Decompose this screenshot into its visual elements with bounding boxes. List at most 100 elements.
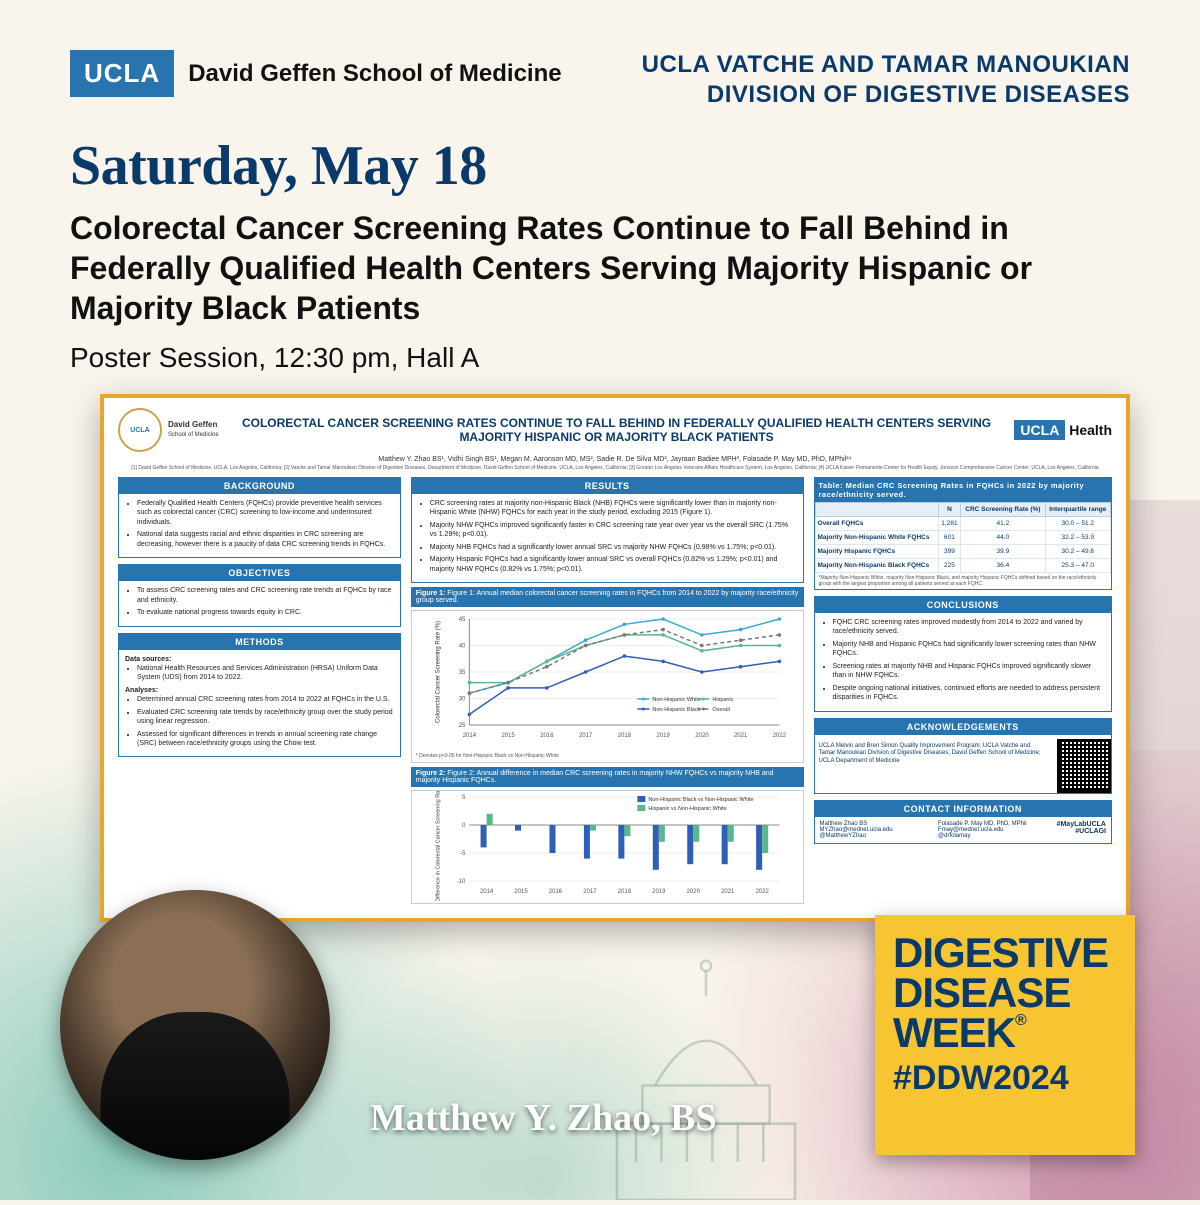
- svg-text:40: 40: [458, 644, 465, 650]
- svg-text:25: 25: [458, 723, 465, 729]
- svg-text:2020: 2020: [686, 889, 700, 895]
- contact-person: Folasade P. May MD, PhD, MPhil Fmay@medn…: [938, 821, 1051, 839]
- svg-text:Non-Hispanic Black vs Non-Hisp: Non-Hispanic Black vs Non-Hispanic White: [648, 797, 753, 803]
- result-item: Majority Hispanic FQHCs had a significan…: [430, 555, 797, 574]
- svg-text:35: 35: [458, 670, 465, 676]
- poster-affiliations: [1] David Geffen School of Medicine, UCL…: [118, 465, 1112, 471]
- background-heading: BACKGROUND: [119, 478, 400, 494]
- objectives-heading: OBJECTIVES: [119, 565, 400, 581]
- school-name: David Geffen School of Medicine: [188, 60, 561, 88]
- ack-heading: ACKNOWLEDGEMENTS: [815, 719, 1111, 735]
- figure1-caption: Figure 1: Figure 1: Annual median colore…: [411, 587, 804, 607]
- conclusions-heading: CONCLUSIONS: [815, 597, 1111, 613]
- method-item: National Health Resources and Services A…: [137, 664, 394, 683]
- svg-text:-5: -5: [460, 851, 466, 857]
- svg-text:2022: 2022: [772, 733, 786, 739]
- poster-seal-left: UCLA David GeffenSchool of Medicine: [118, 408, 219, 452]
- objective-item: To evaluate national progress towards eq…: [137, 608, 394, 617]
- division-line1: UCLA VATCHE AND TAMAR MANOUKIAN: [642, 50, 1130, 80]
- poster-title: COLORECTAL CANCER SCREENING RATES CONTIN…: [229, 416, 1005, 445]
- svg-text:5: 5: [462, 795, 466, 801]
- ddw-line: DISEASE: [893, 973, 1117, 1013]
- results-heading: RESULTS: [412, 478, 803, 494]
- svg-text:2014: 2014: [480, 889, 494, 895]
- table-heading: Table: Median CRC Screening Rates in FQH…: [815, 478, 1111, 502]
- svg-text:-10: -10: [456, 879, 465, 885]
- conclusion-item: FQHC CRC screening rates improved modest…: [833, 618, 1105, 637]
- ack-text: UCLA Melvin and Bren Simon Quality Impro…: [815, 739, 1051, 793]
- ucla-health-logo: UCLA Health: [1014, 422, 1112, 438]
- ucla-seal-icon: UCLA: [118, 408, 162, 452]
- poster: UCLA David GeffenSchool of Medicine COLO…: [100, 394, 1130, 922]
- svg-text:Non-Hispanic White: Non-Hispanic White: [652, 697, 701, 703]
- contact-hashtags: #MayLabUCLA #UCLAGI: [1057, 821, 1106, 839]
- event-date: Saturday, May 18: [70, 134, 1130, 198]
- result-item: Majority NHW FQHCs improved significantl…: [430, 521, 797, 540]
- poster-col-middle: RESULTS CRC screening rates at majority …: [411, 477, 804, 904]
- ddw-line: WEEK®: [893, 1013, 1117, 1053]
- table-note: *Majority Non-Hispanic White, majority N…: [815, 573, 1111, 589]
- qr-code-icon: [1057, 739, 1111, 793]
- svg-text:2022: 2022: [755, 889, 769, 895]
- svg-text:2017: 2017: [583, 889, 597, 895]
- division-name: UCLA VATCHE AND TAMAR MANOUKIAN DIVISION…: [642, 50, 1130, 110]
- result-item: CRC screening rates at majority non-Hisp…: [430, 499, 797, 518]
- conclusion-item: Majority NHB and Hispanic FQHCs had sign…: [833, 640, 1105, 659]
- figure2-caption: Figure 2: Figure 2: Annual difference in…: [411, 767, 804, 787]
- svg-text:2015: 2015: [501, 733, 515, 739]
- ucla-logo: UCLA David Geffen School of Medicine: [70, 50, 562, 97]
- method-item: Assessed for significant differences in …: [137, 730, 394, 749]
- poster-col-right: Table: Median CRC Screening Rates in FQH…: [814, 477, 1112, 904]
- svg-text:2018: 2018: [617, 889, 631, 895]
- svg-text:2019: 2019: [656, 733, 670, 739]
- method-item: Determined annual CRC screening rates fr…: [137, 695, 394, 704]
- background-capitol-dome: [576, 920, 836, 1200]
- figure2-chart: -10 -5 0 5 2014 2015 2016 2017 2018 2019 2020 2021 2…: [411, 790, 804, 904]
- method-item: Evaluated CRC screening rate trends by r…: [137, 708, 394, 727]
- presenter-headshot: [60, 890, 330, 1160]
- svg-text:2021: 2021: [734, 733, 748, 739]
- data-sources-label: Data sources:: [125, 656, 171, 663]
- figure1-chart: 25 30 35 40 45 2014 2015 2016 2017 2018 2019 2020 20…: [411, 610, 804, 763]
- presenter-name: Matthew Y. Zhao, BS: [370, 1096, 717, 1140]
- methods-heading: METHODS: [119, 634, 400, 650]
- svg-text:2019: 2019: [652, 889, 666, 895]
- svg-text:Overall: Overall: [712, 707, 729, 713]
- svg-text:2014: 2014: [462, 733, 476, 739]
- svg-text:2021: 2021: [721, 889, 735, 895]
- ddw-hashtag: #DDW2024: [893, 1059, 1117, 1098]
- analyses-label: Analyses:: [125, 687, 158, 694]
- figure1-note: * Denotes p<0.05 for Non-Hispanic Black …: [412, 753, 803, 762]
- ddw-badge: DIGESTIVE DISEASE WEEK® #DDW2024: [875, 915, 1135, 1155]
- division-line2: DIVISION OF DIGESTIVE DISEASES: [642, 80, 1130, 110]
- svg-text:2017: 2017: [579, 733, 593, 739]
- screening-table: N CRC Screening Rate (%)Interquartile ra…: [815, 502, 1111, 573]
- svg-text:2018: 2018: [617, 733, 631, 739]
- svg-text:Hispanic: Hispanic: [712, 697, 733, 703]
- event-session: Poster Session, 12:30 pm, Hall A: [70, 342, 1130, 374]
- objective-item: To assess CRC screening rates and CRC sc…: [137, 586, 394, 605]
- svg-text:Colorectal Cancer Screening Ra: Colorectal Cancer Screening Rate (%): [435, 621, 441, 723]
- ddw-line: DIGESTIVE: [893, 933, 1117, 973]
- event-title: Colorectal Cancer Screening Rates Contin…: [70, 208, 1120, 328]
- svg-text:Non-Hispanic Black: Non-Hispanic Black: [652, 707, 700, 713]
- conclusion-item: Screening rates at majority NHB and Hisp…: [833, 662, 1105, 681]
- svg-text:Difference in Colorectal Cance: Difference in Colorectal Cancer Screenin…: [435, 791, 441, 901]
- svg-text:45: 45: [458, 617, 465, 623]
- background-item: National data suggests racial and ethnic…: [137, 530, 394, 549]
- svg-text:Hispanic vs Non-Hispanic White: Hispanic vs Non-Hispanic White: [648, 806, 726, 812]
- background-item: Federally Qualified Health Centers (FQHC…: [137, 499, 394, 527]
- svg-text:30: 30: [458, 697, 465, 703]
- contact-heading: CONTACT INFORMATION: [815, 801, 1111, 817]
- poster-col-left: BACKGROUND Federally Qualified Health Ce…: [118, 477, 401, 904]
- svg-text:2016: 2016: [549, 889, 563, 895]
- ucla-badge: UCLA: [70, 50, 174, 97]
- conclusion-item: Despite ongoing national initiatives, co…: [833, 684, 1105, 703]
- svg-text:2015: 2015: [514, 889, 528, 895]
- result-item: Majority NHB FQHCs had a significantly l…: [430, 543, 797, 552]
- poster-authors: Matthew Y. Zhao BS¹, Vidhi Singh BS¹, Me…: [118, 456, 1112, 463]
- svg-text:0: 0: [462, 823, 466, 829]
- svg-text:2020: 2020: [695, 733, 709, 739]
- svg-text:2016: 2016: [540, 733, 554, 739]
- contact-person: Matthew Zhao BS MYZhao@mednet.ucla.edu @…: [820, 821, 933, 839]
